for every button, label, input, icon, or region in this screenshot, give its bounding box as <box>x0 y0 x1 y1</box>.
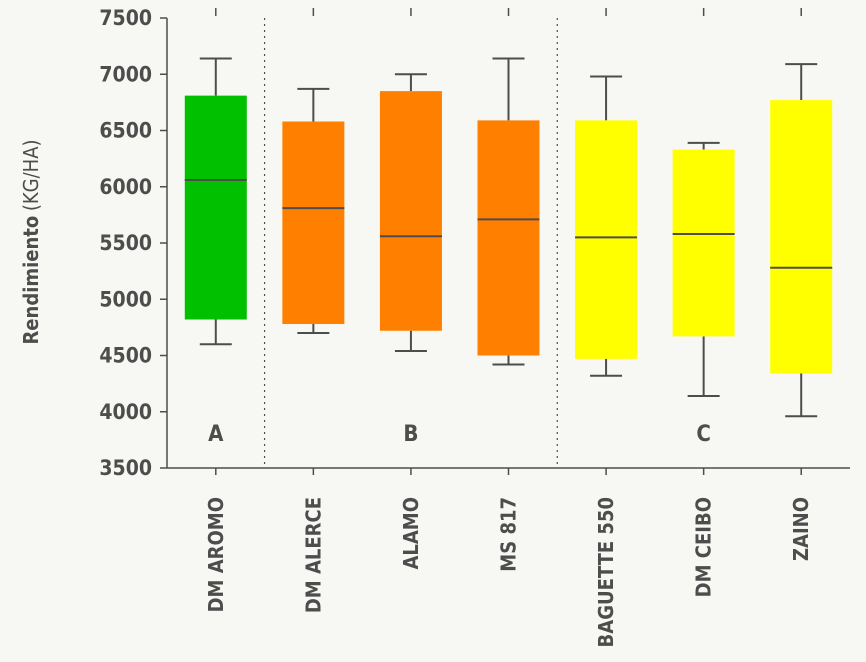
box <box>770 100 833 374</box>
x-category-label: DM ALERCE <box>301 497 325 613</box>
y-axis-title: Rendimiento (KG/HA) <box>19 139 43 344</box>
x-category-label: BAGUETTE 550 <box>594 497 618 647</box>
y-tick-label: 3500 <box>99 456 152 480</box>
x-category-label: DM AROMO <box>204 497 228 612</box>
y-tick-label: 6000 <box>99 175 152 199</box>
box <box>477 120 540 356</box>
box <box>184 95 247 320</box>
group-label: B <box>403 422 418 447</box>
y-tick-label: 7500 <box>99 6 152 30</box>
x-category-label: DM CEIBO <box>692 497 716 597</box>
x-category-label: ZAINO <box>789 497 813 561</box>
svg-text:Rendimiento (KG/HA): Rendimiento (KG/HA) <box>19 139 43 344</box>
box <box>672 149 735 337</box>
y-axis-unit: (KG/HA) <box>19 139 43 211</box>
box <box>575 120 638 359</box>
y-tick-label: 7000 <box>99 62 152 86</box>
group-label: A <box>208 422 224 447</box>
y-tick-label: 6500 <box>99 119 152 143</box>
box <box>282 121 345 324</box>
x-category-label: MS 817 <box>497 497 521 572</box>
box <box>379 91 442 331</box>
y-axis-label: Rendimiento <box>19 216 43 345</box>
group-label: C <box>696 422 711 447</box>
y-tick-label: 4000 <box>99 400 152 424</box>
x-category-label: ALAMO <box>399 497 423 570</box>
plot-area: 7500 7000 6500 6000 5500 5000 4500 4000 3500 A B C D… <box>99 6 850 647</box>
y-tick-label: 5500 <box>99 231 152 255</box>
y-tick-label: 5000 <box>99 287 152 311</box>
y-tick-label: 4500 <box>99 344 152 368</box>
